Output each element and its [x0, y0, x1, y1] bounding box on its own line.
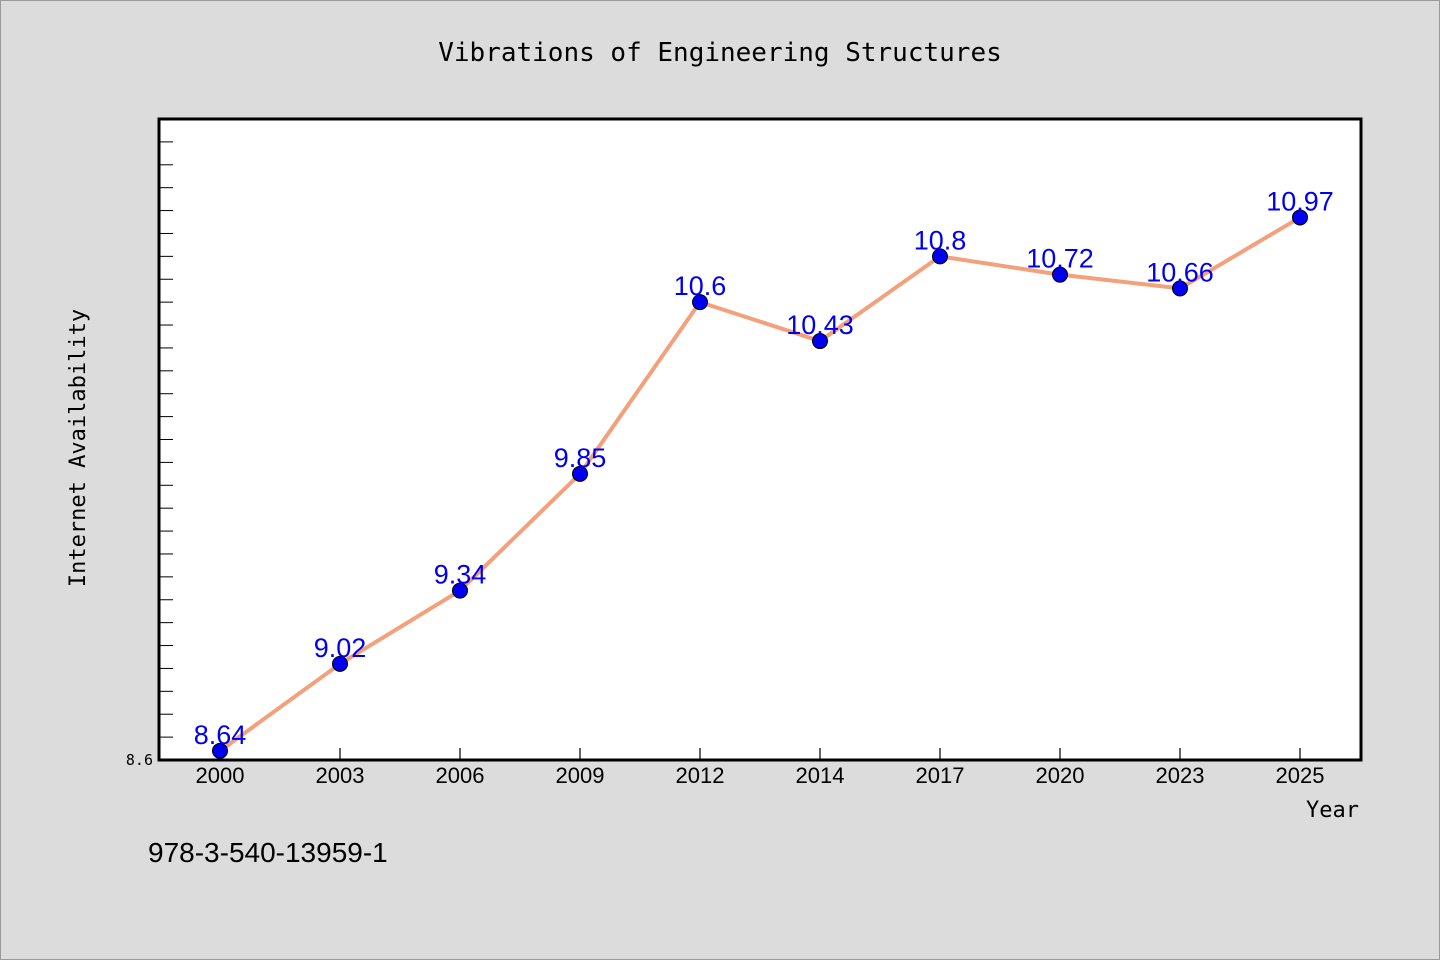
x-tick-label: 2009 — [556, 763, 605, 788]
y-axis-label: Internet Availability — [66, 309, 91, 587]
data-label: 10.66 — [1146, 257, 1214, 287]
data-label: 10.43 — [786, 310, 854, 340]
y-tick-label: 8.6 — [126, 751, 153, 769]
data-labels: 8.64 9.02 9.34 9.85 10.6 10.43 10.8 10.72 10.66 1… — [194, 186, 1334, 749]
data-point — [332, 655, 348, 672]
data-point — [1172, 280, 1188, 297]
data-point — [1052, 266, 1068, 283]
x-tick-label: 2006 — [436, 763, 485, 788]
data-point — [692, 294, 708, 311]
data-point — [812, 333, 828, 350]
data-label: 10.97 — [1266, 186, 1334, 216]
x-tick-label: 2025 — [1276, 763, 1325, 788]
data-label: 10.72 — [1026, 244, 1094, 274]
y-axis-tick-labels: 8.6 — [126, 751, 153, 769]
data-label: 9.34 — [434, 560, 487, 590]
data-label: 9.85 — [554, 443, 607, 473]
x-axis-label: Year — [1306, 798, 1359, 823]
x-tick-label: 2014 — [796, 763, 845, 788]
chart-title: Vibrations of Engineering Structures — [438, 38, 1002, 68]
data-point — [1292, 209, 1308, 226]
data-point — [212, 742, 228, 759]
x-tick-label: 2023 — [1156, 763, 1205, 788]
data-label: 10.8 — [914, 225, 967, 255]
data-point — [932, 248, 948, 265]
x-tick-label: 2017 — [916, 763, 965, 788]
data-point — [572, 465, 588, 482]
isbn-footer: 978-3-540-13959-1 — [148, 837, 388, 868]
data-label: 9.02 — [314, 633, 367, 663]
x-tick-label: 2020 — [1036, 763, 1085, 788]
x-axis-tick-labels: 2000 2003 2006 2009 2012 2014 2017 2020 2023 2025 — [196, 763, 1325, 788]
x-tick-label: 2003 — [316, 763, 365, 788]
x-tick-label: 2012 — [676, 763, 725, 788]
series-line — [218, 215, 1302, 753]
data-point — [452, 582, 468, 599]
y-axis-minor-ticks — [159, 141, 173, 738]
x-tick-label: 2000 — [196, 763, 245, 788]
data-label: 8.64 — [194, 720, 247, 750]
series-markers — [212, 209, 1308, 759]
data-label: 10.6 — [674, 271, 727, 301]
